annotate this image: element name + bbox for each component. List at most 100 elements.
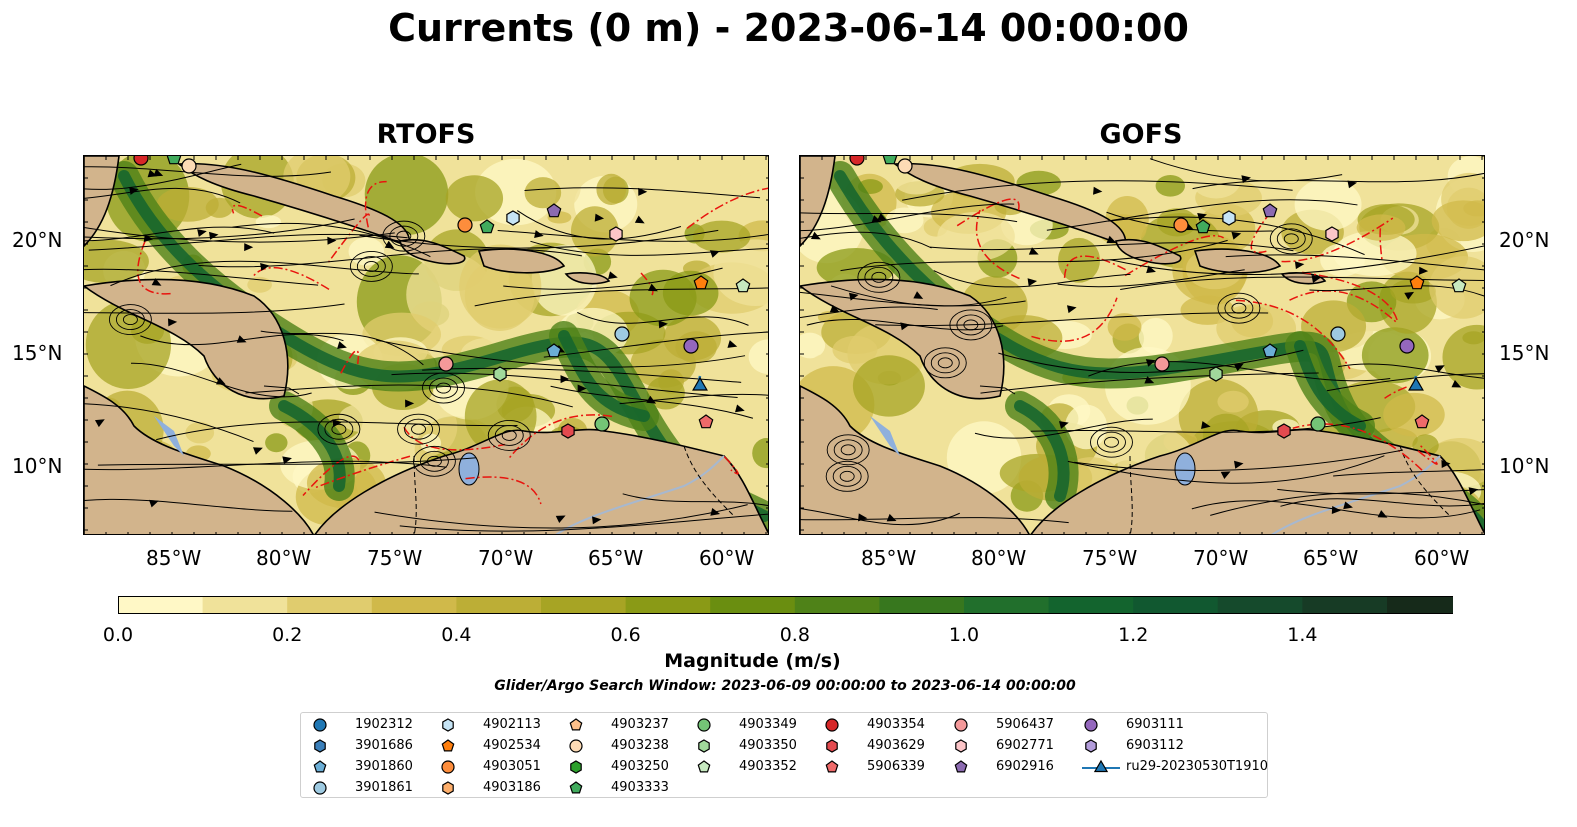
legend-marker-icon xyxy=(441,739,455,752)
lon-tick-label-gofs: 70°W xyxy=(1193,546,1249,570)
map-gofs[interactable] xyxy=(799,155,1485,535)
float-marker xyxy=(1173,217,1189,233)
legend-marker-icon xyxy=(569,718,583,731)
lon-tick-label-rtofs: 85°W xyxy=(146,546,202,570)
legend-label: 4903238 xyxy=(611,738,669,753)
float-marker xyxy=(594,416,610,432)
lon-tick-label-rtofs: 75°W xyxy=(367,546,423,570)
legend-marker-icon xyxy=(825,760,839,773)
float-marker xyxy=(1330,326,1346,342)
colorbar-segment xyxy=(1217,596,1303,614)
colorbar-segment xyxy=(794,596,880,614)
colorbar-tick-label: 0.4 xyxy=(441,624,472,646)
legend-marker-icon xyxy=(697,760,711,773)
legend-marker-icon xyxy=(826,739,838,753)
legend-marker-icon xyxy=(1084,718,1098,732)
legend-marker-icon xyxy=(698,739,710,753)
legend-marker-icon xyxy=(955,739,967,753)
lat-tick-label-left: 10°N xyxy=(12,454,63,478)
float-marker xyxy=(1277,423,1291,439)
legend-label: 3901861 xyxy=(355,780,413,795)
lat-tick-label-left: 20°N xyxy=(12,228,63,252)
legend-marker-icon xyxy=(825,718,839,732)
float-marker xyxy=(479,219,495,234)
map-rtofs[interactable] xyxy=(83,155,769,535)
float-marker xyxy=(438,356,454,372)
float-marker xyxy=(735,278,751,293)
legend-label: 6903112 xyxy=(1126,738,1184,753)
float-marker xyxy=(1222,210,1236,226)
float-marker xyxy=(1310,416,1326,432)
lon-tick-label-gofs: 60°W xyxy=(1414,546,1470,570)
colorbar-segment xyxy=(710,596,796,614)
lon-tick-label-rtofs: 60°W xyxy=(699,546,755,570)
legend-label: 4903333 xyxy=(611,780,669,795)
colorbar-tick-label: 0.2 xyxy=(272,624,303,646)
legend-label: 4903250 xyxy=(611,759,669,774)
legend-marker-icon xyxy=(569,781,583,794)
lon-tick-label-rtofs: 65°W xyxy=(588,546,644,570)
legend-label: 4903354 xyxy=(867,717,925,732)
float-marker xyxy=(493,366,507,382)
float-marker xyxy=(897,158,913,174)
float-marker xyxy=(1209,366,1223,382)
legend-label: 6902916 xyxy=(996,759,1054,774)
legend-label: 3901860 xyxy=(355,759,413,774)
colorbar-segment xyxy=(202,596,288,614)
float-marker xyxy=(506,210,520,226)
legend-label: 4903237 xyxy=(611,717,669,732)
colorbar xyxy=(118,596,1473,620)
lat-tick-label-right: 20°N xyxy=(1499,228,1550,252)
legend-label: 4903186 xyxy=(483,780,541,795)
lon-tick-label-rtofs: 80°W xyxy=(256,546,312,570)
float-marker xyxy=(1399,338,1415,354)
glider-marker xyxy=(1408,376,1424,391)
lat-tick-label-right: 15°N xyxy=(1499,341,1550,365)
float-marker xyxy=(683,338,699,354)
float-marker xyxy=(698,414,714,429)
float-marker xyxy=(1409,275,1425,290)
float-marker xyxy=(1195,219,1211,234)
legend-marker-icon xyxy=(954,760,968,773)
legend-marker-icon xyxy=(697,718,711,732)
legend-label: 4903349 xyxy=(739,717,797,732)
colorbar-segment xyxy=(118,596,204,614)
legend-label: 1902312 xyxy=(355,717,413,732)
float-marker xyxy=(1451,278,1467,293)
legend-marker-icon xyxy=(313,718,327,732)
float-marker xyxy=(1325,226,1339,242)
float-marker xyxy=(1154,356,1170,372)
legend-marker-icon xyxy=(954,718,968,732)
float-marker xyxy=(609,226,623,242)
colorbar-segment xyxy=(456,596,542,614)
float-marker xyxy=(614,326,630,342)
legend-marker-icon xyxy=(314,739,326,753)
lon-tick-label-gofs: 75°W xyxy=(1082,546,1138,570)
legend-marker-icon xyxy=(1085,739,1097,753)
float-markers xyxy=(133,156,751,439)
colorbar-segment xyxy=(1387,596,1473,614)
float-marker xyxy=(1414,414,1430,429)
lon-tick-label-gofs: 85°W xyxy=(861,546,917,570)
lon-tick-label-rtofs: 70°W xyxy=(478,546,534,570)
lat-tick-label-left: 15°N xyxy=(12,341,63,365)
colorbar-segment xyxy=(541,596,627,614)
legend-label: 4902113 xyxy=(483,717,541,732)
search-window-caption: Glider/Argo Search Window: 2023-06-09 00… xyxy=(494,678,1076,694)
colorbar-tick-label: 0.0 xyxy=(102,624,134,646)
legend-label: ru29-20230530T1910 xyxy=(1126,759,1269,774)
colorbar-segment xyxy=(1302,596,1388,614)
colorbar-segment xyxy=(879,596,965,614)
legend-label: 4903051 xyxy=(483,759,541,774)
float-marker xyxy=(849,156,865,166)
legend-marker-icon xyxy=(570,760,582,774)
float-marker xyxy=(882,156,898,165)
float-marker xyxy=(1262,203,1278,218)
legend-label: 3901686 xyxy=(355,738,413,753)
colorbar-label: Magnitude (m/s) xyxy=(664,650,841,672)
float-marker xyxy=(457,217,473,233)
panel-title-gofs: GOFS xyxy=(1099,119,1183,150)
lat-tick-label-right: 10°N xyxy=(1499,454,1550,478)
colorbar-tick-label: 0.8 xyxy=(779,624,810,646)
float-marker xyxy=(546,203,562,218)
